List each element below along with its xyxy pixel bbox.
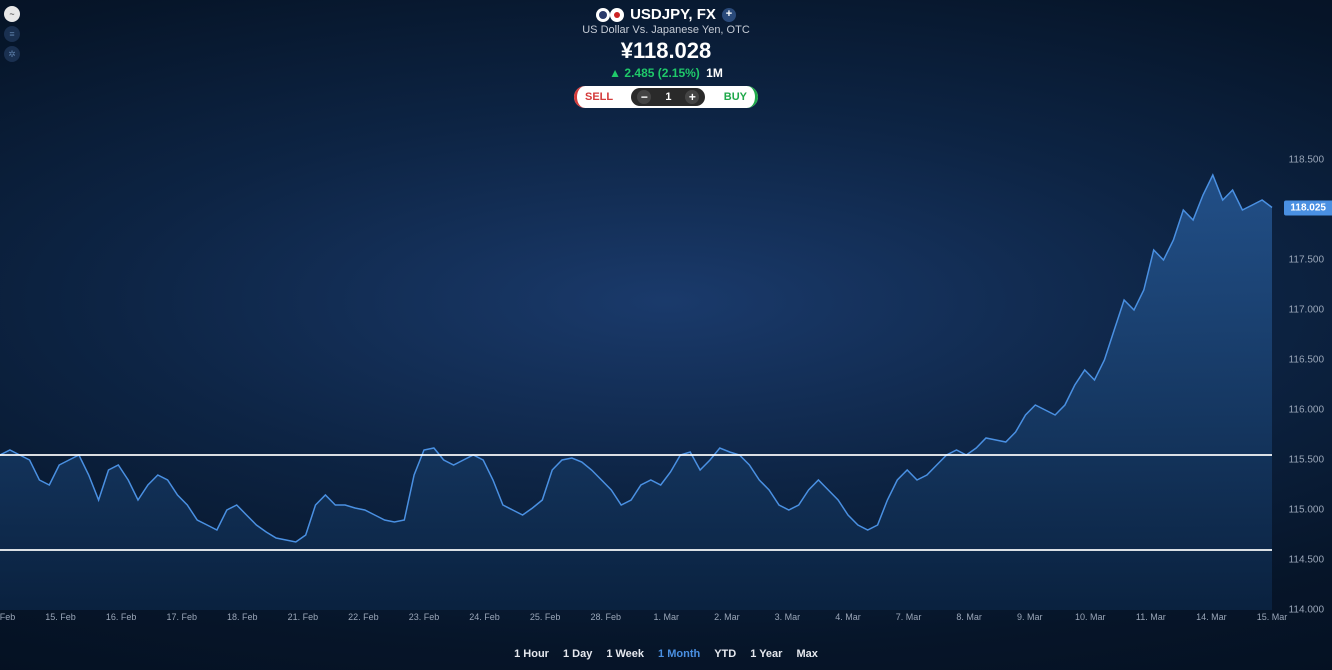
x-tick-label: 7. Mar bbox=[896, 612, 922, 622]
price-chart[interactable]: 118.500 117.500 117.000 116.500 116.000 115.5… bbox=[0, 0, 1332, 670]
x-tick-label: 18. Feb bbox=[227, 612, 258, 622]
y-tick-label: 116.500 bbox=[1289, 355, 1324, 366]
x-tick-label: 16. Feb bbox=[106, 612, 137, 622]
y-tick-label: 117.000 bbox=[1289, 305, 1324, 316]
x-tick-label: 3. Mar bbox=[775, 612, 801, 622]
y-tick-label: 118.500 bbox=[1289, 155, 1324, 166]
y-tick-label: 114.000 bbox=[1289, 605, 1324, 616]
timeframe-1-week[interactable]: 1 Week bbox=[606, 648, 644, 660]
x-tick-label: 11. Mar bbox=[1136, 612, 1166, 622]
x-tick-label: 8. Mar bbox=[956, 612, 982, 622]
current-price-tag: 118.025 bbox=[1284, 200, 1332, 215]
x-tick-label: 9. Mar bbox=[1017, 612, 1043, 622]
y-tick-label: 116.000 bbox=[1289, 405, 1324, 416]
x-tick-label: 1. Mar bbox=[654, 612, 680, 622]
x-tick-label: 4. Mar bbox=[835, 612, 861, 622]
timeframe-1-month[interactable]: 1 Month bbox=[658, 648, 700, 660]
horizontal-guide-line bbox=[0, 454, 1272, 456]
x-tick-label: 28. Feb bbox=[590, 612, 621, 622]
timeframe-1-day[interactable]: 1 Day bbox=[563, 648, 592, 660]
timeframe-1-hour[interactable]: 1 Hour bbox=[514, 648, 549, 660]
y-tick-label: 115.000 bbox=[1289, 505, 1324, 516]
timeframe-row: 1 Hour 1 Day 1 Week 1 Month YTD 1 Year Max bbox=[0, 648, 1332, 660]
x-tick-label: 22. Feb bbox=[348, 612, 379, 622]
x-tick-label: 24. Feb bbox=[469, 612, 500, 622]
x-tick-label: 2. Mar bbox=[714, 612, 740, 622]
x-tick-label: 21. Feb bbox=[288, 612, 319, 622]
x-tick-label: 17. Feb bbox=[166, 612, 197, 622]
x-tick-label: 15. Feb bbox=[45, 612, 76, 622]
x-tick-label: 15. Mar bbox=[1257, 612, 1288, 622]
x-tick-label: 14. Feb bbox=[0, 612, 15, 622]
timeframe-max[interactable]: Max bbox=[796, 648, 817, 660]
y-tick-label: 115.500 bbox=[1289, 455, 1324, 466]
x-axis: 14. Feb 15. Feb 16. Feb 17. Feb 18. Feb 21. F… bbox=[0, 612, 1272, 626]
x-tick-label: 14. Mar bbox=[1196, 612, 1227, 622]
y-tick-label: 117.500 bbox=[1289, 255, 1324, 266]
horizontal-guide-line bbox=[0, 549, 1272, 551]
timeframe-ytd[interactable]: YTD bbox=[714, 648, 736, 660]
timeframe-1-year[interactable]: 1 Year bbox=[750, 648, 782, 660]
x-tick-label: 25. Feb bbox=[530, 612, 561, 622]
x-tick-label: 10. Mar bbox=[1075, 612, 1106, 622]
y-tick-label: 114.500 bbox=[1289, 555, 1324, 566]
x-tick-label: 23. Feb bbox=[409, 612, 440, 622]
